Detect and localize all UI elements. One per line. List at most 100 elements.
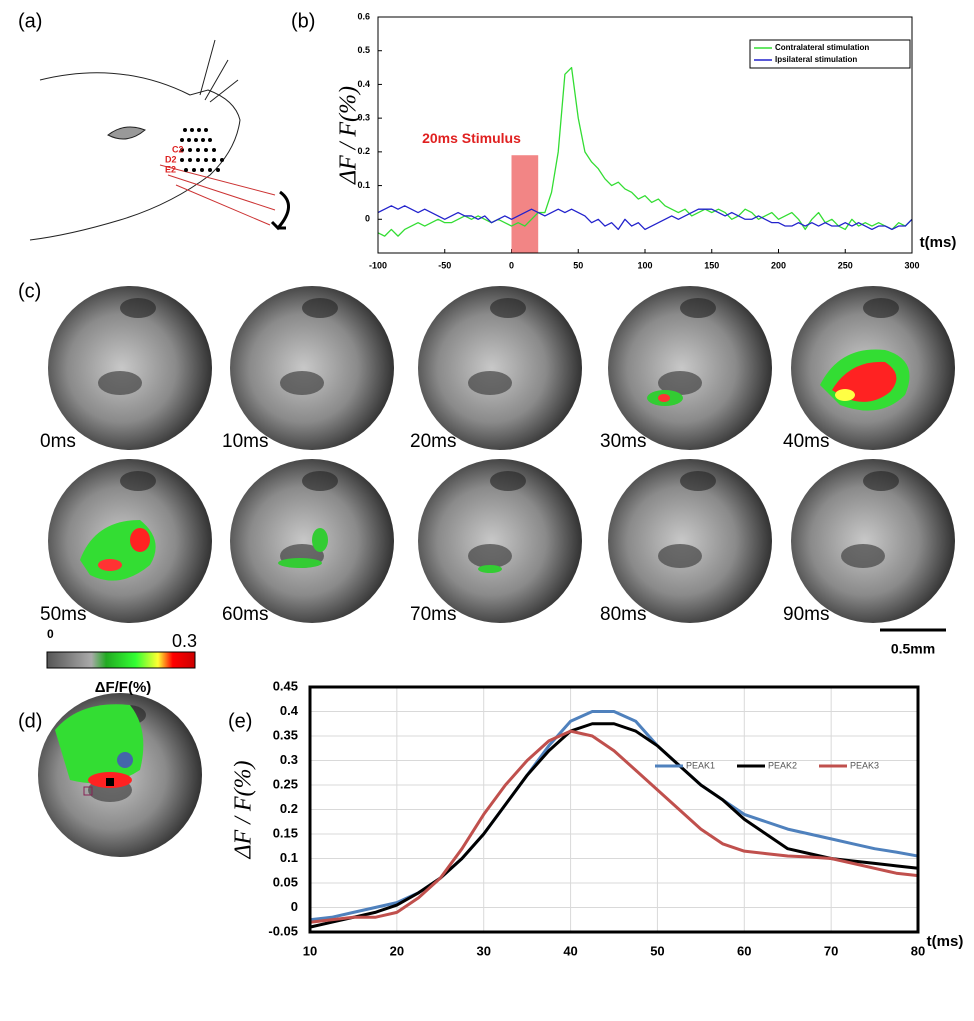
y-tick-label: 0.45 xyxy=(273,678,298,693)
y-tick-label: -0.05 xyxy=(268,923,298,938)
brain-image xyxy=(418,286,582,450)
scale-bar-label: 0.5mm xyxy=(891,641,935,657)
dark-region xyxy=(658,544,702,568)
x-tick-label: 80 xyxy=(911,943,925,958)
x-tick-label: 50 xyxy=(650,943,664,958)
x-tick-label: 10 xyxy=(303,943,317,958)
legend-label: Ipsilateral stimulation xyxy=(775,55,857,64)
y-tick-label: 0.4 xyxy=(357,79,370,89)
x-axis-label: t(ms) xyxy=(920,234,957,251)
dark-region xyxy=(120,471,156,491)
frame-label: 0ms xyxy=(40,431,76,452)
panel-label: (b) xyxy=(291,10,315,32)
dark-region xyxy=(490,471,526,491)
brain-image xyxy=(230,286,394,450)
panel-label: (d) xyxy=(18,710,42,732)
dark-region xyxy=(302,471,338,491)
frame-label: 10ms xyxy=(222,431,268,452)
x-tick-label: 40 xyxy=(563,943,577,958)
y-tick-label: 0 xyxy=(291,899,298,914)
y-tick-label: 0.3 xyxy=(357,113,370,123)
data-line xyxy=(309,729,919,924)
y-axis-label: ΔF / F(%) xyxy=(231,760,257,859)
y-tick-label: 0.2 xyxy=(357,146,370,156)
legend-label: PEAK1 xyxy=(686,760,715,770)
colorbar-label: ΔF/F(%) xyxy=(95,679,152,696)
dark-region xyxy=(468,544,512,568)
brain-image xyxy=(418,459,582,623)
x-tick-label: 70 xyxy=(824,943,838,958)
x-tick-label: 250 xyxy=(838,260,853,270)
dark-region xyxy=(302,298,338,318)
plot-frame xyxy=(377,16,913,254)
y-tick-label: 0.05 xyxy=(273,874,298,889)
whisker-dots xyxy=(180,128,224,172)
legend-label: PEAK3 xyxy=(850,760,879,770)
panel-label: (e) xyxy=(228,710,252,732)
dark-region xyxy=(658,371,702,395)
frame-label: 50ms xyxy=(40,604,86,625)
y-tick-label: 0.15 xyxy=(273,825,298,840)
legend-label: Contralateral stimulation xyxy=(775,43,869,52)
y-axis-label: ΔF / F(%) xyxy=(336,86,362,185)
y-tick-label: 0.1 xyxy=(280,850,298,865)
whisker-label: C2 xyxy=(172,144,184,154)
whisker-label: E2 xyxy=(165,164,176,174)
frame-label: 20ms xyxy=(410,431,456,452)
data-line xyxy=(377,205,913,231)
dark-region xyxy=(468,371,512,395)
y-tick-label: 0.3 xyxy=(280,752,298,767)
x-tick-label: 300 xyxy=(904,260,919,270)
panel-label: (a) xyxy=(18,10,42,32)
x-tick-label: 50 xyxy=(573,260,583,270)
brain-image xyxy=(791,459,955,623)
stimulus-bar xyxy=(511,155,539,253)
x-tick-label: 30 xyxy=(476,943,490,958)
y-tick-label: 0 xyxy=(365,214,370,224)
y-tick-label: 0.1 xyxy=(357,180,370,190)
x-tick-label: 60 xyxy=(737,943,751,958)
x-axis-label: t(ms) xyxy=(927,933,964,950)
stimulus-label: 20ms Stimulus xyxy=(422,130,521,146)
y-tick-label: 0.35 xyxy=(273,727,298,742)
colorbar-max: 0.3 xyxy=(172,631,197,651)
data-line xyxy=(309,710,919,922)
frame-label: 30ms xyxy=(600,431,646,452)
x-tick-label: -100 xyxy=(369,260,387,270)
dark-region xyxy=(841,544,885,568)
colorbar xyxy=(46,651,196,669)
activity-blobs xyxy=(55,349,910,796)
legend-label: PEAK2 xyxy=(768,760,797,770)
y-tick-label: 0.25 xyxy=(273,776,298,791)
x-tick-label: 200 xyxy=(771,260,786,270)
frame-label: 40ms xyxy=(783,431,829,452)
brain-image xyxy=(230,459,394,623)
x-tick-label: 100 xyxy=(637,260,652,270)
frame-label: 90ms xyxy=(783,604,829,625)
dark-region xyxy=(680,298,716,318)
data-line xyxy=(377,66,913,237)
dark-region xyxy=(863,471,899,491)
x-tick-label: 20 xyxy=(390,943,404,958)
dark-region xyxy=(120,298,156,318)
colorbar-min: 0 xyxy=(47,627,54,641)
legend-box xyxy=(749,39,911,69)
panel-label: (c) xyxy=(18,280,41,302)
mouse-sketch xyxy=(29,39,290,241)
dark-region xyxy=(490,298,526,318)
y-tick-label: 0.5 xyxy=(357,45,370,55)
x-tick-label: 0 xyxy=(509,260,514,270)
brain-image xyxy=(608,459,772,623)
x-tick-label: 150 xyxy=(704,260,719,270)
y-tick-label: 0.2 xyxy=(280,801,298,816)
whisker-label: D2 xyxy=(165,154,177,164)
frame-label: 80ms xyxy=(600,604,646,625)
y-tick-label: 0.4 xyxy=(280,703,299,718)
dark-region xyxy=(98,371,142,395)
dark-region xyxy=(863,298,899,318)
y-tick-label: 0.6 xyxy=(357,11,370,21)
dark-region xyxy=(280,371,324,395)
data-line xyxy=(309,722,919,929)
frame-label: 70ms xyxy=(410,604,456,625)
